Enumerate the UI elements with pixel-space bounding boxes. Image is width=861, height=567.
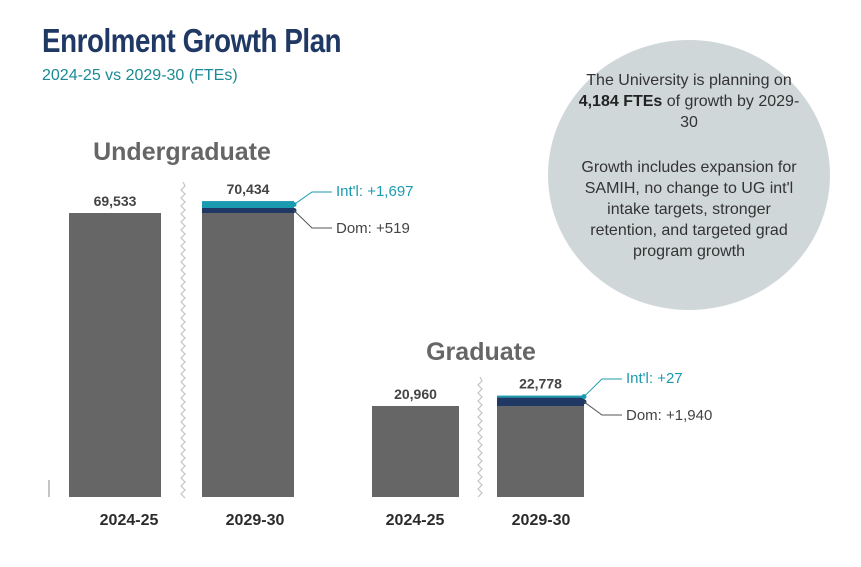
bar-segment-international bbox=[497, 395, 584, 398]
category-label: 2029-30 bbox=[226, 512, 285, 529]
page-title: Enrolment Growth Plan bbox=[42, 22, 342, 59]
value-label: 22,778 bbox=[519, 376, 562, 392]
value-label: 69,533 bbox=[94, 193, 137, 209]
category-label: 2024-25 bbox=[386, 512, 445, 529]
int-leader-line bbox=[293, 191, 332, 205]
callout-summary-figure: 4,184 FTEs bbox=[578, 93, 663, 110]
category-label: 2024-25 bbox=[100, 512, 159, 529]
dom-label: Dom: +519 bbox=[336, 220, 410, 237]
int-label: Int'l: +27 bbox=[626, 370, 683, 387]
callout-summary-lead: The University is planning on bbox=[586, 72, 792, 89]
page-subtitle: 2024-25 vs 2029-30 (FTEs) bbox=[42, 67, 238, 84]
callout-summary: The University is planning on 4,184 FTEs… bbox=[572, 70, 806, 133]
bar-segment-domestic bbox=[497, 397, 584, 406]
chart-title-graduate: Graduate bbox=[426, 338, 536, 366]
callout-summary-tail: of growth by 2029-30 bbox=[662, 93, 800, 131]
separator-graduate bbox=[477, 376, 483, 498]
callout-bubble bbox=[548, 40, 830, 310]
bar-undergraduate-2024-25 bbox=[69, 213, 161, 497]
separator-undergraduate bbox=[180, 181, 186, 499]
int-leader-line bbox=[583, 378, 622, 397]
bar-undergraduate-2029-30 bbox=[202, 213, 294, 497]
value-label: 20,960 bbox=[394, 386, 437, 402]
bar-graduate-2024-25 bbox=[372, 406, 459, 497]
bar-segment-international bbox=[202, 201, 294, 208]
dom-leader-line bbox=[583, 401, 622, 416]
bar-graduate-2029-30 bbox=[497, 406, 584, 497]
chart-title-undergraduate: Undergraduate bbox=[93, 138, 271, 166]
int-label: Int'l: +1,697 bbox=[336, 183, 414, 200]
dom-leader-line bbox=[293, 210, 332, 229]
callout-details: Growth includes expansion for SAMIH, no … bbox=[581, 159, 797, 260]
bar-segment-domestic bbox=[202, 208, 294, 213]
category-label: 2029-30 bbox=[512, 512, 571, 529]
value-label: 70,434 bbox=[227, 181, 270, 197]
dom-label: Dom: +1,940 bbox=[626, 407, 712, 424]
